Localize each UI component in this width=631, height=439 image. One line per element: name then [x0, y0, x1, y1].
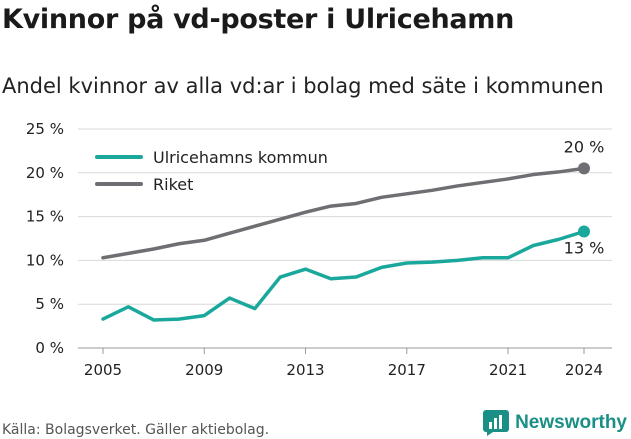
series-end-label: 20 % [564, 137, 605, 156]
series-lines: 13 % 20 % [101, 137, 605, 322]
legend: Ulricehamns kommun Riket [95, 148, 328, 194]
x-tick-label: 2021 [489, 361, 527, 379]
source-note: Källa: Bolagsverket. Gäller aktiebolag. [2, 422, 270, 438]
x-tick-label: 2024 [565, 361, 603, 379]
newsworthy-logo-icon [483, 410, 510, 436]
x-tick-label: 2017 [388, 361, 426, 379]
line-chart: 0 %5 %10 %15 %20 %25 % 2005 2009 2013 2017 2… [26, 120, 612, 379]
legend-label: Riket [153, 175, 193, 194]
y-tick-label: 20 % [26, 164, 64, 182]
x-tick-label: 2013 [286, 361, 324, 379]
y-axis-ticks: 0 % 5 % 10 % 15 % 20 % 25 % [26, 120, 64, 357]
series-end-point [578, 162, 590, 175]
y-tick-label: 15 % [26, 208, 64, 226]
series-line [101, 166, 586, 260]
y-tick-label: 10 % [26, 251, 64, 269]
series-end-point [578, 225, 590, 238]
x-axis-ticks: 2005 2009 2013 2017 2021 2024 [84, 348, 603, 379]
chart-subtitle: Andel kvinnor av alla vd:ar i bolag med … [2, 74, 604, 98]
brand-logo: Newsworthy [483, 410, 627, 436]
y-tick-label: 5 % [35, 295, 64, 313]
y-tick-label: 0 % [35, 339, 64, 357]
brand-name: Newsworthy [515, 412, 627, 433]
series-line [101, 229, 586, 322]
grid-lines [78, 128, 612, 349]
y-tick-label: 25 % [26, 120, 64, 138]
legend-label: Ulricehamns kommun [153, 148, 328, 167]
chart-title: Kvinnor på vd-poster i Ulricehamn [2, 4, 515, 35]
x-tick-label: 2009 [185, 361, 223, 379]
x-tick-label: 2005 [84, 361, 122, 379]
series-end-label: 13 % [564, 238, 605, 257]
